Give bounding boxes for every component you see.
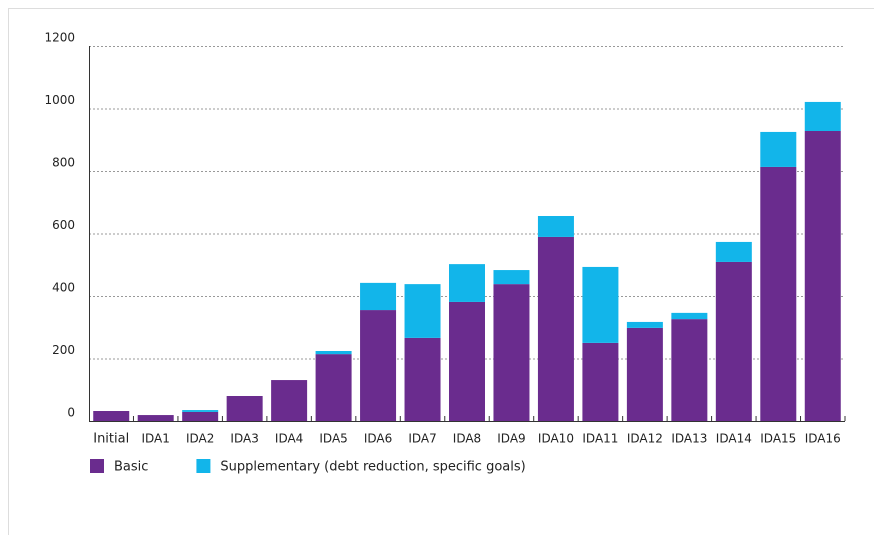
bar-segment [360,310,397,421]
bar-segment [360,282,397,311]
y-tick-label: 200 [52,343,75,357]
bar-segment [760,166,797,421]
bar-segment [271,380,308,421]
x-tick-label: IDA6 [364,432,392,446]
x-tick-label: IDA10 [538,432,574,446]
x-tick-label: Initial [93,432,129,447]
x-tick-label: IDA1 [141,432,169,446]
y-tick-label: 1000 [44,93,75,107]
x-tick-label: IDA13 [671,432,707,446]
x-tick-label: IDA7 [408,432,436,446]
bar-segment [137,415,174,421]
bar-segment [182,411,219,421]
bar-segment [449,301,485,421]
bar-segment [93,411,130,421]
bar-segment [404,284,441,338]
y-tick-label: 400 [52,281,75,295]
bar-segment [226,396,263,421]
bar-segment [804,131,841,421]
bar-segment [182,410,219,412]
bar-segment [626,327,663,421]
bar-segment [404,337,441,421]
bar-segment [760,131,797,167]
x-tick-label: IDA9 [497,432,525,446]
legend-label: Supplementary (debt reduction, specific … [220,460,525,475]
x-tick-label: IDA5 [319,432,347,446]
bar-segment [537,236,574,421]
legend-label: Basic [114,460,148,475]
bar-segment [582,342,619,421]
bar-segment [626,321,663,328]
bar-segment [671,312,708,320]
x-tick-label: IDA3 [230,432,258,446]
bar-segment [449,264,485,302]
legend-swatch [196,459,211,473]
bar-segment [493,284,530,421]
bar-segment [715,261,752,421]
y-tick-label: 600 [52,218,75,232]
bar-segment [671,319,708,421]
x-tick-label: IDA11 [582,432,618,446]
bar-segment [537,216,574,237]
x-tick-label: IDA8 [453,432,481,446]
x-tick-label: IDA14 [716,432,752,446]
y-tick-label: 800 [52,156,75,170]
bar-segment [715,241,752,262]
x-tick-label: IDA12 [627,432,663,446]
x-tick-label: IDA4 [275,432,303,446]
legend-swatch [90,459,104,473]
bar-segment [804,101,841,131]
bar-segment [315,351,352,355]
y-tick-label: 0 [67,406,75,420]
x-tick-label: IDA15 [760,432,796,446]
bar-segment [493,270,530,285]
y-tick-label: 1200 [44,31,75,45]
bar-segment [315,354,352,421]
bar-segment [582,266,619,343]
x-tick-label: IDA16 [805,432,841,446]
x-tick-label: IDA2 [186,432,214,446]
